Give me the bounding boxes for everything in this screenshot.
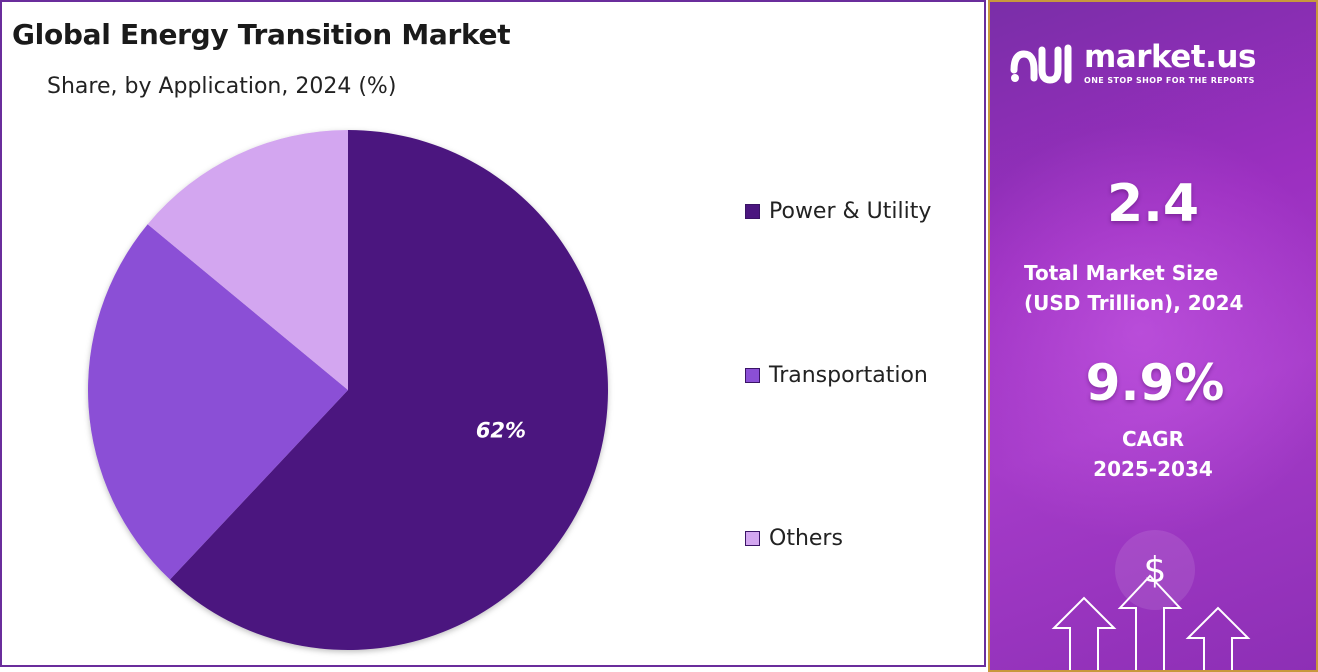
legend-label: Power & Utility [769,199,932,224]
pie-slice-others [147,130,348,390]
cagr-label: CAGR 2025-2034 [990,424,1316,484]
legend-item: Transportation [745,363,928,388]
chart-subtitle: Share, by Application, 2024 (%) [47,74,397,99]
data-label: 62% [476,419,526,443]
legend-label: Transportation [769,363,928,388]
brand-name: market.us [1084,38,1256,75]
legend-item: Power & Utility [745,199,931,224]
coin-circle [1115,530,1195,610]
cagr-label-line1: CAGR [1122,427,1184,451]
cagr-value: 9.9% [1085,354,1225,412]
dollar-icon: $ [1144,550,1167,591]
up-arrow-icon [1117,574,1183,670]
chart-panel: Global Energy Transition Market Share, b… [0,0,986,667]
market-size-label-line1: Total Market Size [1024,261,1219,285]
legend-label: Others [769,526,843,551]
brand-tagline: ONE STOP SHOP FOR THE REPORTS [1084,75,1255,85]
up-arrow-icon [1051,596,1117,670]
growth-decoration: $ [1051,530,1251,670]
market-size-label-line2: (USD Trillion), 2024 [1024,291,1244,315]
pie-chart: 62% [87,130,608,650]
pie-slice-transportation [87,224,348,580]
pie-slice-power-utility [170,130,608,650]
background-glow [990,122,1316,542]
cagr-label-line2: 2025-2034 [1093,457,1213,481]
info-panel: market.us ONE STOP SHOP FOR THE REPORTS … [988,0,1318,672]
market-size-value: 2.4 [1106,174,1200,234]
legend-swatch [745,204,760,219]
market-size-label: Total Market Size (USD Trillion), 2024 [1024,258,1243,318]
chart-title: Global Energy Transition Market [12,18,511,51]
brand-logo: market.us ONE STOP SHOP FOR THE REPORTS [1010,40,1256,86]
legend-swatch [745,368,760,383]
legend-item: Others [745,526,843,551]
legend-swatch [745,531,760,546]
market-us-logo-icon [1010,44,1072,84]
up-arrow-icon [1185,606,1251,670]
